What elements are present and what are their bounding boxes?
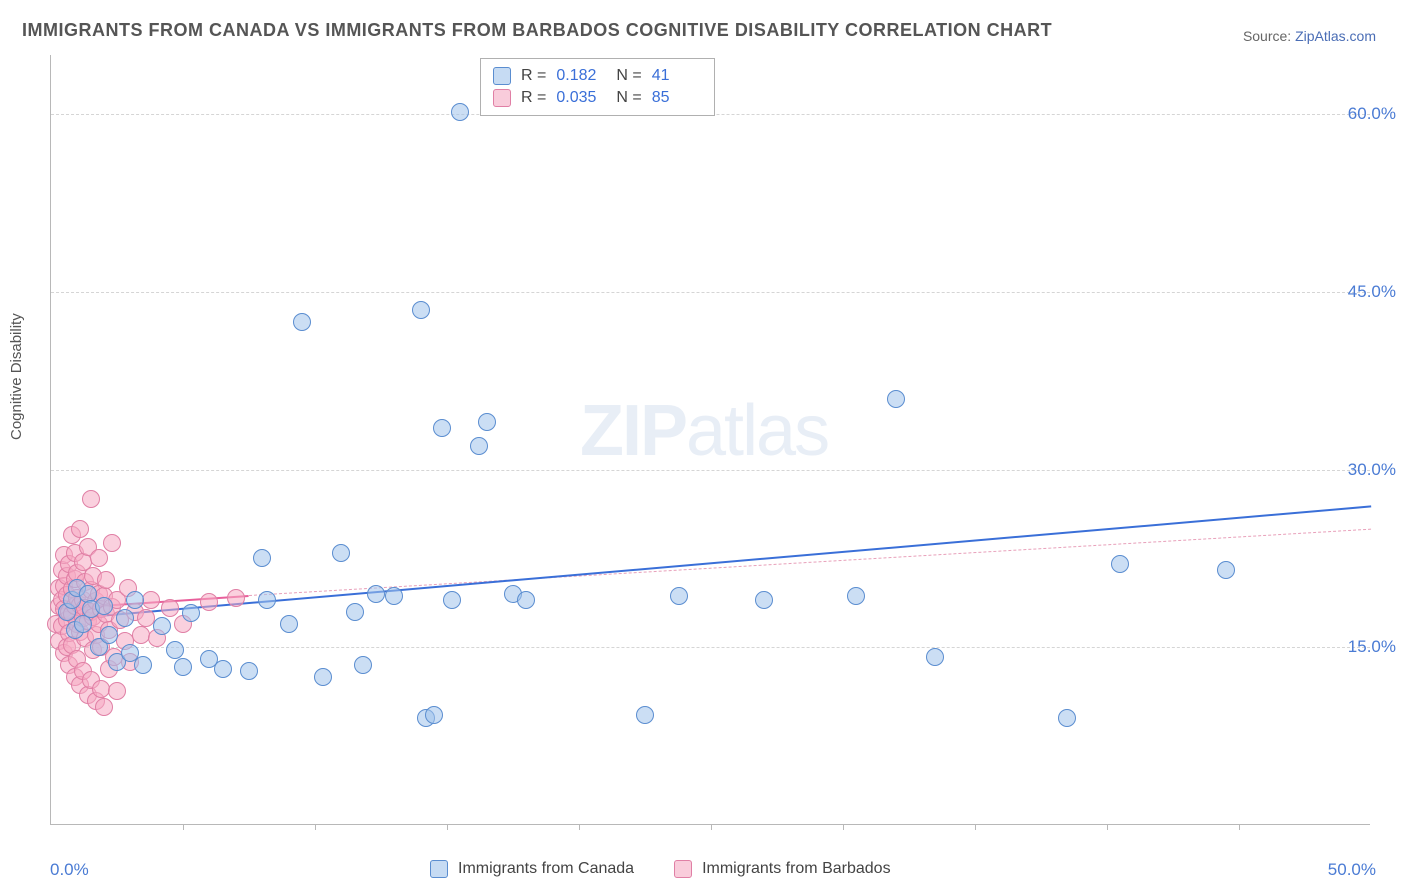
- r-label: R =: [521, 89, 546, 107]
- x-minor-tick: [579, 824, 580, 830]
- scatter-point-barbados: [82, 490, 100, 508]
- scatter-point-canada: [95, 597, 113, 615]
- x-minor-tick: [975, 824, 976, 830]
- scatter-point-canada: [1058, 709, 1076, 727]
- gridline-h: [51, 470, 1370, 471]
- x-minor-tick: [447, 824, 448, 830]
- x-minor-tick: [843, 824, 844, 830]
- scatter-point-canada: [443, 591, 461, 609]
- scatter-point-barbados: [95, 698, 113, 716]
- y-tick-label: 15.0%: [1348, 637, 1396, 657]
- n-label: N =: [616, 67, 641, 85]
- gridline-h: [51, 647, 1370, 648]
- scatter-point-barbados: [227, 589, 245, 607]
- scatter-point-canada: [636, 706, 654, 724]
- scatter-point-canada: [412, 301, 430, 319]
- scatter-point-canada: [425, 706, 443, 724]
- legend-swatch: [674, 860, 692, 878]
- x-tick-min: 0.0%: [50, 860, 89, 880]
- scatter-point-canada: [887, 390, 905, 408]
- y-tick-label: 60.0%: [1348, 104, 1396, 124]
- scatter-point-canada: [354, 656, 372, 674]
- scatter-point-canada: [847, 587, 865, 605]
- scatter-point-canada: [116, 609, 134, 627]
- correlation-legend-row: R = 0.182 N = 41: [493, 65, 702, 87]
- scatter-point-canada: [755, 591, 773, 609]
- scatter-point-canada: [1111, 555, 1129, 573]
- x-minor-tick: [711, 824, 712, 830]
- scatter-point-canada: [470, 437, 488, 455]
- r-value: 0.182: [556, 67, 606, 85]
- source-prefix: Source:: [1243, 28, 1295, 44]
- r-value: 0.035: [556, 89, 606, 107]
- scatter-point-barbados: [161, 599, 179, 617]
- scatter-point-canada: [478, 413, 496, 431]
- scatter-point-canada: [293, 313, 311, 331]
- series-legend-item: Immigrants from Barbados: [674, 860, 891, 878]
- scatter-point-canada: [433, 419, 451, 437]
- chart-title: IMMIGRANTS FROM CANADA VS IMMIGRANTS FRO…: [22, 20, 1052, 41]
- scatter-point-canada: [670, 587, 688, 605]
- scatter-point-barbados: [90, 549, 108, 567]
- n-value: 41: [652, 67, 702, 85]
- trendline-barbados-dashed: [249, 529, 1371, 596]
- scatter-point-canada: [451, 103, 469, 121]
- scatter-point-canada: [182, 604, 200, 622]
- correlation-legend: R = 0.182 N = 41 R = 0.035 N = 85: [480, 58, 715, 116]
- scatter-point-canada: [100, 626, 118, 644]
- y-tick-label: 30.0%: [1348, 460, 1396, 480]
- legend-swatch: [493, 67, 511, 85]
- n-value: 85: [652, 89, 702, 107]
- series-legend: Immigrants from Canada Immigrants from Ba…: [430, 860, 891, 878]
- legend-swatch: [493, 89, 511, 107]
- correlation-legend-row: R = 0.035 N = 85: [493, 87, 702, 109]
- scatter-point-barbados: [97, 571, 115, 589]
- scatter-point-barbados: [71, 520, 89, 538]
- scatter-point-barbados: [108, 682, 126, 700]
- scatter-point-canada: [153, 617, 171, 635]
- y-tick-label: 45.0%: [1348, 282, 1396, 302]
- source-attribution: Source: ZipAtlas.com: [1243, 28, 1376, 44]
- scatter-point-canada: [166, 641, 184, 659]
- scatter-point-canada: [126, 591, 144, 609]
- scatter-point-canada: [517, 591, 535, 609]
- gridline-h: [51, 292, 1370, 293]
- scatter-point-canada: [240, 662, 258, 680]
- scatter-point-canada: [280, 615, 298, 633]
- y-axis-label: Cognitive Disability: [8, 313, 25, 440]
- legend-swatch: [430, 860, 448, 878]
- x-minor-tick: [1239, 824, 1240, 830]
- r-label: R =: [521, 67, 546, 85]
- x-tick-max: 50.0%: [1328, 860, 1376, 880]
- scatter-point-canada: [926, 648, 944, 666]
- scatter-point-barbados: [103, 534, 121, 552]
- scatter-point-canada: [258, 591, 276, 609]
- x-minor-tick: [1107, 824, 1108, 830]
- scatter-point-canada: [214, 660, 232, 678]
- series-legend-item: Immigrants from Canada: [430, 860, 634, 878]
- scatter-point-canada: [385, 587, 403, 605]
- n-label: N =: [616, 89, 641, 107]
- plot-area: [50, 55, 1370, 825]
- scatter-point-canada: [367, 585, 385, 603]
- scatter-point-canada: [174, 658, 192, 676]
- scatter-point-canada: [1217, 561, 1235, 579]
- scatter-point-barbados: [142, 591, 160, 609]
- scatter-point-canada: [314, 668, 332, 686]
- scatter-point-canada: [332, 544, 350, 562]
- scatter-point-canada: [346, 603, 364, 621]
- series-label: Immigrants from Barbados: [702, 860, 891, 878]
- source-link[interactable]: ZipAtlas.com: [1295, 28, 1376, 44]
- x-minor-tick: [183, 824, 184, 830]
- x-minor-tick: [315, 824, 316, 830]
- scatter-point-barbados: [200, 593, 218, 611]
- series-label: Immigrants from Canada: [458, 860, 634, 878]
- scatter-point-canada: [134, 656, 152, 674]
- scatter-point-canada: [253, 549, 271, 567]
